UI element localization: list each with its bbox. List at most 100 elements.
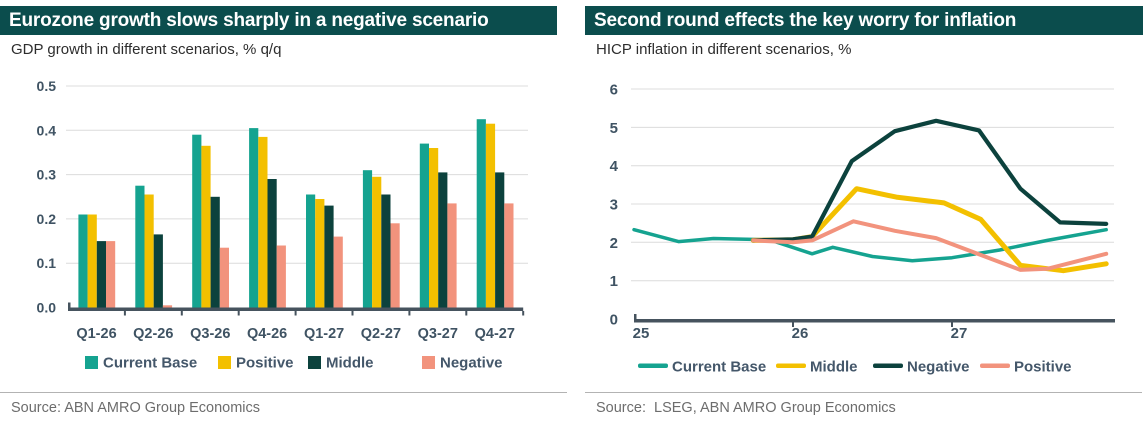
bar-salmon [504, 203, 514, 308]
x-tick-label: 26 [792, 325, 809, 342]
legend-label: Current Base [103, 355, 197, 372]
y-tick-label: 0.5 [37, 78, 57, 94]
gdp-source-note: Source: ABN AMRO Group Economics [11, 400, 261, 416]
bar-salmon [276, 245, 286, 308]
legend-label: Current Base [672, 359, 766, 376]
bar-dark [210, 196, 220, 308]
legend-item: Middle [776, 359, 858, 376]
x-tick [408, 311, 411, 316]
legend-label: Middle [810, 359, 858, 376]
x-tick [237, 311, 240, 316]
hicp-panel: Second round effects the key worry for i… [585, 0, 1145, 426]
bar-teal [419, 143, 429, 308]
bar-dark [96, 241, 106, 308]
bar-salmon [106, 241, 116, 308]
legend-item: Positive [218, 355, 294, 372]
x-tick-label: Q1-27 [304, 326, 344, 342]
x-tick [351, 311, 354, 316]
legend-swatch [422, 356, 435, 369]
axis-endcap [68, 302, 71, 308]
bar-yellow [315, 199, 325, 308]
x-tick [180, 311, 183, 316]
x-tick-label: Q4-26 [247, 326, 287, 342]
bar-yellow [201, 145, 211, 308]
x-tick-label: Q4-27 [475, 326, 515, 342]
legend-marker [980, 363, 1010, 368]
y-tick-label: 6 [610, 82, 618, 99]
legend-marker [873, 363, 903, 368]
bar-yellow [372, 176, 382, 308]
y-tick-label: 0.3 [37, 167, 57, 183]
y-tick-label: 0 [610, 312, 618, 329]
gdp-bar-chart: 0.0 0.1 0.2 0.3 0.4 0.5 Q1-26 Q2-26 Q3-26 Q4-26 Q1… [37, 78, 528, 372]
bar-salmon [447, 203, 457, 308]
y-tick-label: 0.2 [37, 211, 57, 227]
x-tick-label: Q2-26 [133, 326, 173, 342]
bar-teal [306, 194, 316, 308]
line-teal [632, 227, 1108, 263]
line-salmon [751, 219, 1109, 272]
x-tick [792, 322, 794, 327]
gdp-panel: Eurozone growth slows sharply in a negat… [0, 0, 570, 426]
legend-label: Positive [1014, 359, 1072, 376]
bar-dark [267, 179, 277, 308]
x-tick-label: Q1-26 [76, 326, 116, 342]
bar-dark [381, 194, 391, 308]
y-tick-label: 0.1 [37, 255, 57, 271]
hicp-source-note: Source: LSEG, ABN AMRO Group Economics [596, 400, 896, 416]
legend-swatch [308, 356, 321, 369]
bar-dark [438, 172, 448, 308]
bar-yellow [87, 214, 97, 308]
legend-item: Middle [308, 355, 374, 372]
legend-item: Positive [980, 359, 1072, 376]
y-tick-label: 3 [610, 197, 618, 214]
bar-teal [362, 170, 373, 308]
y-tick-label: 2 [610, 235, 618, 252]
legend-label: Negative [440, 355, 503, 372]
hicp-panel-divider: Source: LSEG, ABN AMRO Group Economics [585, 392, 1142, 416]
bar-salmon [390, 223, 400, 308]
x-tick-label: Q2-27 [361, 326, 401, 342]
bar-salmon [219, 247, 229, 308]
y-tick-label: 5 [610, 120, 618, 137]
legend-swatch [218, 356, 231, 369]
legend-label: Negative [907, 359, 970, 376]
hicp-panel-title: Second round effects the key worry for i… [585, 6, 1143, 35]
legend-marker [776, 363, 806, 368]
x-axis [634, 319, 1115, 323]
bar-teal [135, 185, 145, 308]
hicp-panel-subtitle: HICP inflation in different scenarios, % [596, 41, 852, 58]
bar-dark [495, 172, 505, 308]
legend-item: Negative [873, 359, 970, 376]
line-dark [751, 118, 1109, 243]
gdp-panel-subtitle: GDP growth in different scenarios, % q/q [11, 41, 282, 58]
x-tick-label: Q3-27 [418, 326, 458, 342]
y-tick-label: 0.4 [37, 122, 57, 138]
x-tick [522, 311, 525, 316]
x-tick-label: 25 [633, 325, 650, 342]
legend-item: Current Base [638, 359, 766, 376]
bar-dark [153, 234, 163, 308]
bar-groups [78, 119, 514, 308]
axis-endcap [634, 314, 637, 319]
bar-yellow [144, 194, 154, 308]
bar-yellow [485, 123, 496, 308]
y-tick-label: 4 [610, 158, 619, 175]
bar-teal [192, 134, 202, 308]
bar-teal [476, 119, 486, 308]
gdp-panel-divider: Source: ABN AMRO Group Economics [0, 392, 567, 416]
bar-yellow [429, 148, 439, 308]
x-tick-label: 27 [951, 325, 968, 342]
x-tick [294, 311, 297, 316]
bar-teal [249, 128, 259, 308]
bar-salmon [162, 305, 173, 308]
y-tick-label: 1 [610, 273, 618, 290]
bar-salmon [333, 236, 343, 308]
y-tick-label: 0.0 [37, 300, 57, 316]
legend-item: Current Base [85, 355, 197, 372]
hicp-line-chart: 0 1 2 3 4 5 6 25 26 27 Current Base Middle Negative P… [610, 82, 1115, 376]
bar-teal [78, 214, 88, 308]
x-tick-label: Q3-26 [190, 326, 230, 342]
legend-label: Middle [326, 355, 374, 372]
